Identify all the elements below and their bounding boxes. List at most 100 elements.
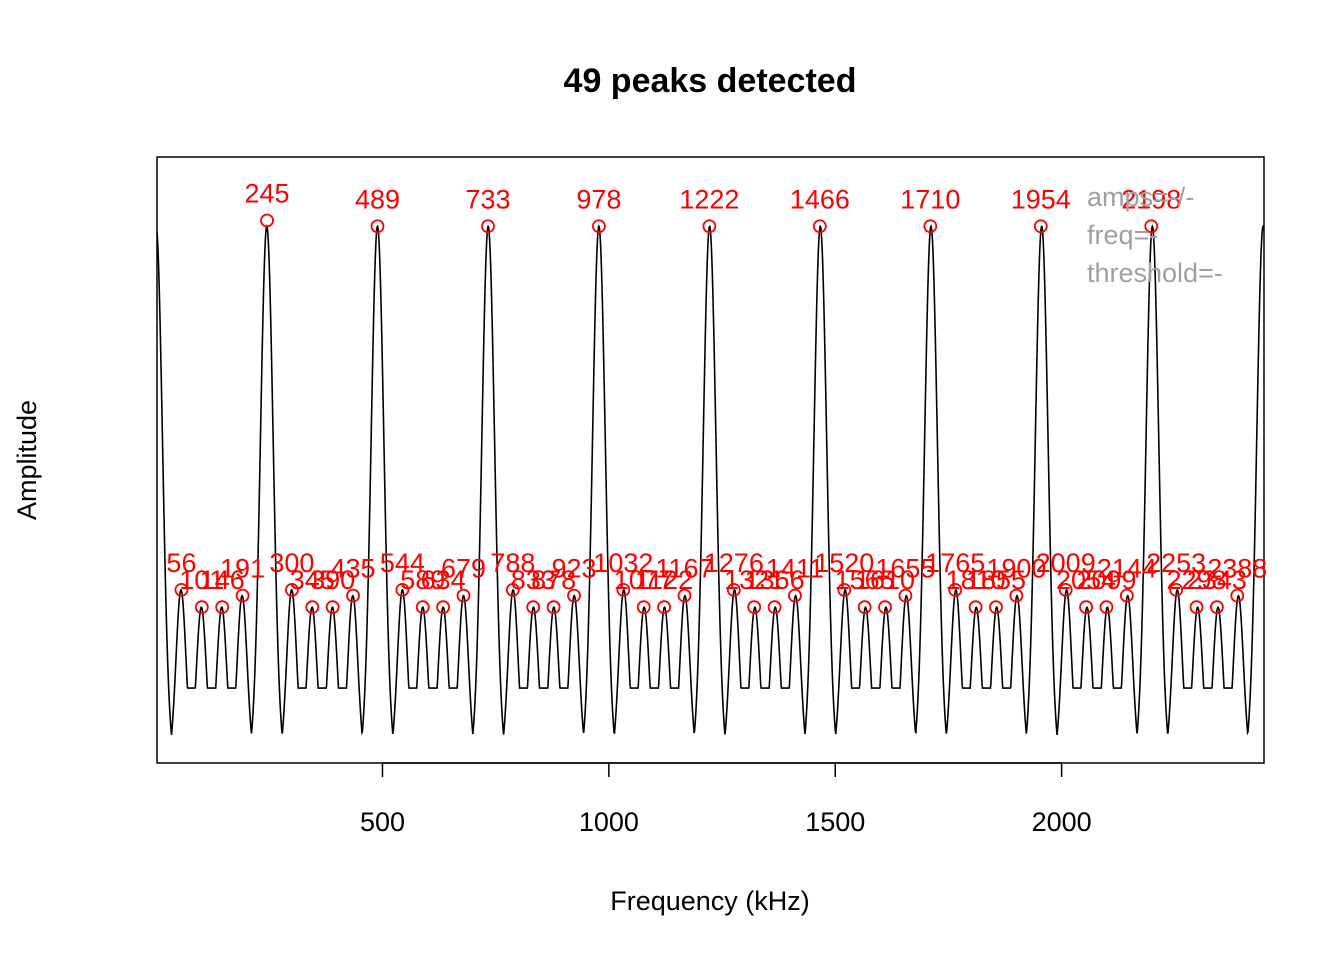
peak-marker <box>285 582 299 597</box>
peak-label: 878 <box>531 565 576 595</box>
peak-marker <box>415 600 430 615</box>
peak-marker <box>812 219 827 234</box>
peak-marker <box>788 588 802 603</box>
peak-marker <box>636 600 651 615</box>
peak-marker <box>857 600 872 615</box>
peak-marker <box>657 600 671 615</box>
peak-label: 1855 <box>966 565 1026 595</box>
peak-marker <box>837 582 852 597</box>
peak-marker <box>1079 600 1093 615</box>
peak-marker <box>260 213 274 228</box>
peak-label: 2298 <box>1166 565 1226 595</box>
peak-marker <box>968 600 983 615</box>
peak-label: 1810 <box>946 565 1006 595</box>
peak-marker <box>1099 600 1114 615</box>
peak-markers <box>174 213 1245 615</box>
peak-label: 2099 <box>1076 565 1136 595</box>
peak-label: 1466 <box>790 184 850 214</box>
chart-title: 49 peaks detected <box>564 62 857 100</box>
peak-marker <box>456 588 471 603</box>
peak-marker <box>174 582 189 597</box>
peak-marker <box>1033 219 1048 234</box>
peak-marker <box>989 600 1003 615</box>
peak-marker <box>325 600 340 615</box>
peak-marker <box>726 582 741 597</box>
peak-label: 589 <box>400 565 445 595</box>
peak-marker <box>1009 588 1024 603</box>
peak-label: 146 <box>200 565 245 595</box>
peak-marker <box>1119 588 1134 603</box>
annotation-line: amps=-/- <box>1087 182 1194 212</box>
peak-label: 489 <box>355 184 400 214</box>
peak-label: 1167 <box>655 554 713 584</box>
peak-marker <box>616 582 631 597</box>
peak-marker <box>1230 588 1245 603</box>
annotation-line: freq=- <box>1087 220 1158 250</box>
peak-marker <box>898 588 913 603</box>
peak-label: 191 <box>220 554 265 584</box>
peak-label: 2198 <box>1121 184 1181 214</box>
x-tick-label: 1500 <box>805 807 865 837</box>
peak-label: 435 <box>331 554 376 584</box>
plot-area <box>157 224 1264 736</box>
peak-marker <box>194 600 209 615</box>
peak-marker <box>1210 600 1224 615</box>
x-tick-label: 500 <box>360 807 405 837</box>
peak-label: 56 <box>166 548 196 578</box>
peak-marker <box>481 219 495 234</box>
peak-marker <box>767 600 782 615</box>
peak-label: 733 <box>465 184 510 214</box>
peak-label: 300 <box>269 548 314 578</box>
peak-label: 1520 <box>814 548 874 578</box>
peak-label: 1122 <box>635 565 693 595</box>
peak-label: 2144 <box>1097 554 1157 584</box>
peak-marker <box>546 600 561 615</box>
peak-marker <box>505 582 520 597</box>
peak-label: 1276 <box>704 548 764 578</box>
peak-label: 1222 <box>679 184 739 214</box>
peak-label: 1900 <box>986 554 1046 584</box>
peak-marker <box>215 600 230 615</box>
peak-label: 788 <box>490 548 535 578</box>
peak-label: 245 <box>244 178 289 208</box>
peak-marker <box>923 219 938 234</box>
peak-marker <box>1144 219 1159 234</box>
y-axis-label: Amplitude <box>12 400 42 520</box>
peak-label: 634 <box>421 565 466 595</box>
peak-marker <box>591 219 606 234</box>
peak-label: 2054 <box>1056 565 1116 595</box>
peak-marker <box>702 219 717 234</box>
peak-label: 1411 <box>766 554 824 584</box>
peak-label: 1710 <box>900 184 960 214</box>
peak-label: 1032 <box>593 548 653 578</box>
peak-label: 923 <box>551 554 596 584</box>
peak-label: 833 <box>511 565 556 595</box>
peak-marker <box>677 588 692 603</box>
annotation-line: threshold=- <box>1087 258 1223 288</box>
peak-label: 2343 <box>1187 565 1247 595</box>
peak-marker <box>436 600 451 615</box>
peak-label: 1077 <box>614 565 674 595</box>
peak-marker <box>370 219 385 234</box>
peak-marker <box>878 600 892 615</box>
x-tick-label: 2000 <box>1032 807 1092 837</box>
peak-label: 1565 <box>835 565 895 595</box>
peak-label: 1321 <box>724 565 784 595</box>
x-axis: 500 1000 1500 2000 <box>360 762 1092 837</box>
peak-label: 978 <box>576 184 621 214</box>
peak-marker <box>747 600 762 615</box>
peak-marker <box>526 600 541 615</box>
peak-label: 1655 <box>875 554 935 584</box>
peak-label: 390 <box>310 565 355 595</box>
peak-label: 2253 <box>1146 548 1206 578</box>
peak-label: 101 <box>179 565 224 595</box>
peak-marker <box>567 588 581 603</box>
peak-label: 2388 <box>1207 554 1267 584</box>
peak-marker <box>235 588 250 603</box>
peak-label: 679 <box>441 554 486 584</box>
annotation-block: amps=-/- freq=- threshold=- <box>1087 182 1223 288</box>
peak-label: 1954 <box>1011 184 1071 214</box>
